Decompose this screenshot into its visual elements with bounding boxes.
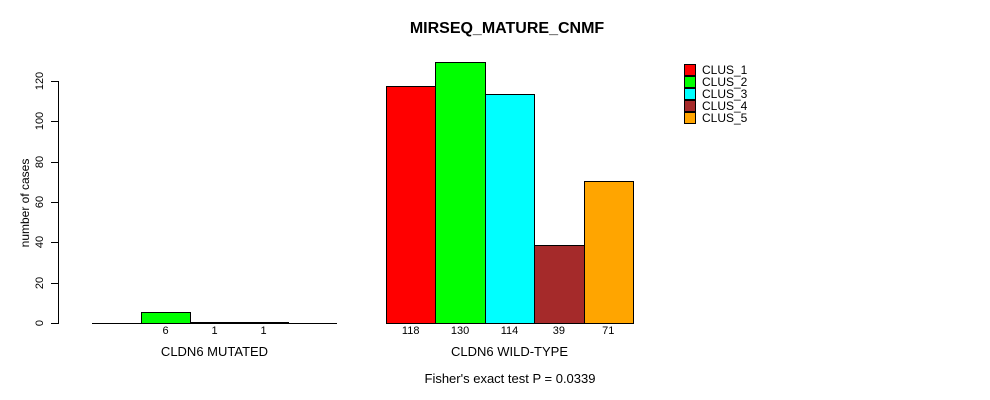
bar-clus_3-cldn6-wild-type <box>484 94 536 324</box>
bar-value-label: 118 <box>401 325 420 337</box>
y-axis-title: number of cases <box>18 158 32 248</box>
bar-clus_4-cldn6-mutated <box>239 322 289 324</box>
legend-swatch-icon <box>684 64 696 76</box>
legend-item-clus_3: CLUS_3 <box>684 88 747 100</box>
bar-clus_3-cldn6-mutated <box>190 322 240 324</box>
y-tick-label: 120 <box>34 71 46 91</box>
legend-label: CLUS_4 <box>702 99 748 113</box>
bar-value-label: 71 <box>602 325 615 337</box>
y-tick-label: 20 <box>34 276 46 289</box>
legend-swatch-icon <box>684 88 696 100</box>
y-tick-label: 0 <box>34 319 46 327</box>
y-tick-mark <box>51 121 58 123</box>
legend-swatch-icon <box>684 76 696 88</box>
y-tick-mark <box>51 202 58 203</box>
bar-value-label: 39 <box>552 325 566 337</box>
bar-clus_2-cldn6-mutated <box>141 312 191 324</box>
legend-label: CLUS_2 <box>702 75 748 89</box>
legend-item-clus_4: CLUS_4 <box>684 100 747 112</box>
y-tick-mark <box>51 282 58 284</box>
group-label: CLDN6 MUTATED <box>160 344 269 359</box>
legend-label: CLUS_3 <box>702 87 748 101</box>
y-tick-label: 80 <box>34 155 46 168</box>
bar-value-label: 114 <box>500 325 519 337</box>
legend-swatch-icon <box>684 112 696 124</box>
bar-value-label: 130 <box>450 325 470 337</box>
y-tick-label: 100 <box>34 112 46 131</box>
y-tick-mark <box>51 161 58 163</box>
bar-value-label: 1 <box>260 325 267 337</box>
bar-clus_2-cldn6-wild-type <box>435 62 486 324</box>
y-tick-label: 60 <box>34 195 46 209</box>
bar-clus_1-cldn6-wild-type <box>386 86 437 324</box>
legend-item-clus_1: CLUS_1 <box>684 64 747 76</box>
y-tick-label: 40 <box>34 236 46 249</box>
legend-label: CLUS_1 <box>702 63 748 77</box>
legend-swatch-icon <box>684 100 696 112</box>
legend-item-clus_2: CLUS_2 <box>684 76 747 88</box>
annotation-text: Fisher's exact test P = 0.0339 <box>424 371 596 386</box>
y-axis-line <box>58 81 59 324</box>
y-tick-mark <box>51 242 58 244</box>
bar-value-label: 1 <box>211 325 218 337</box>
legend: CLUS_1 CLUS_2 CLUS_3 CLUS_4 CLUS_5 <box>684 64 747 124</box>
legend-label: CLUS_5 <box>702 111 748 125</box>
bar-clus_5-cldn6-wild-type <box>583 181 634 324</box>
y-tick-mark <box>51 323 58 324</box>
group-label: CLDN6 WILD-TYPE <box>450 344 569 359</box>
chart-title: MIRSEQ_MATURE_CNMF <box>409 20 605 37</box>
y-tick-mark <box>51 81 58 82</box>
legend-item-clus_5: CLUS_5 <box>684 112 747 124</box>
bar-value-label: 6 <box>162 325 169 337</box>
bar-clus_4-cldn6-wild-type <box>534 245 585 324</box>
